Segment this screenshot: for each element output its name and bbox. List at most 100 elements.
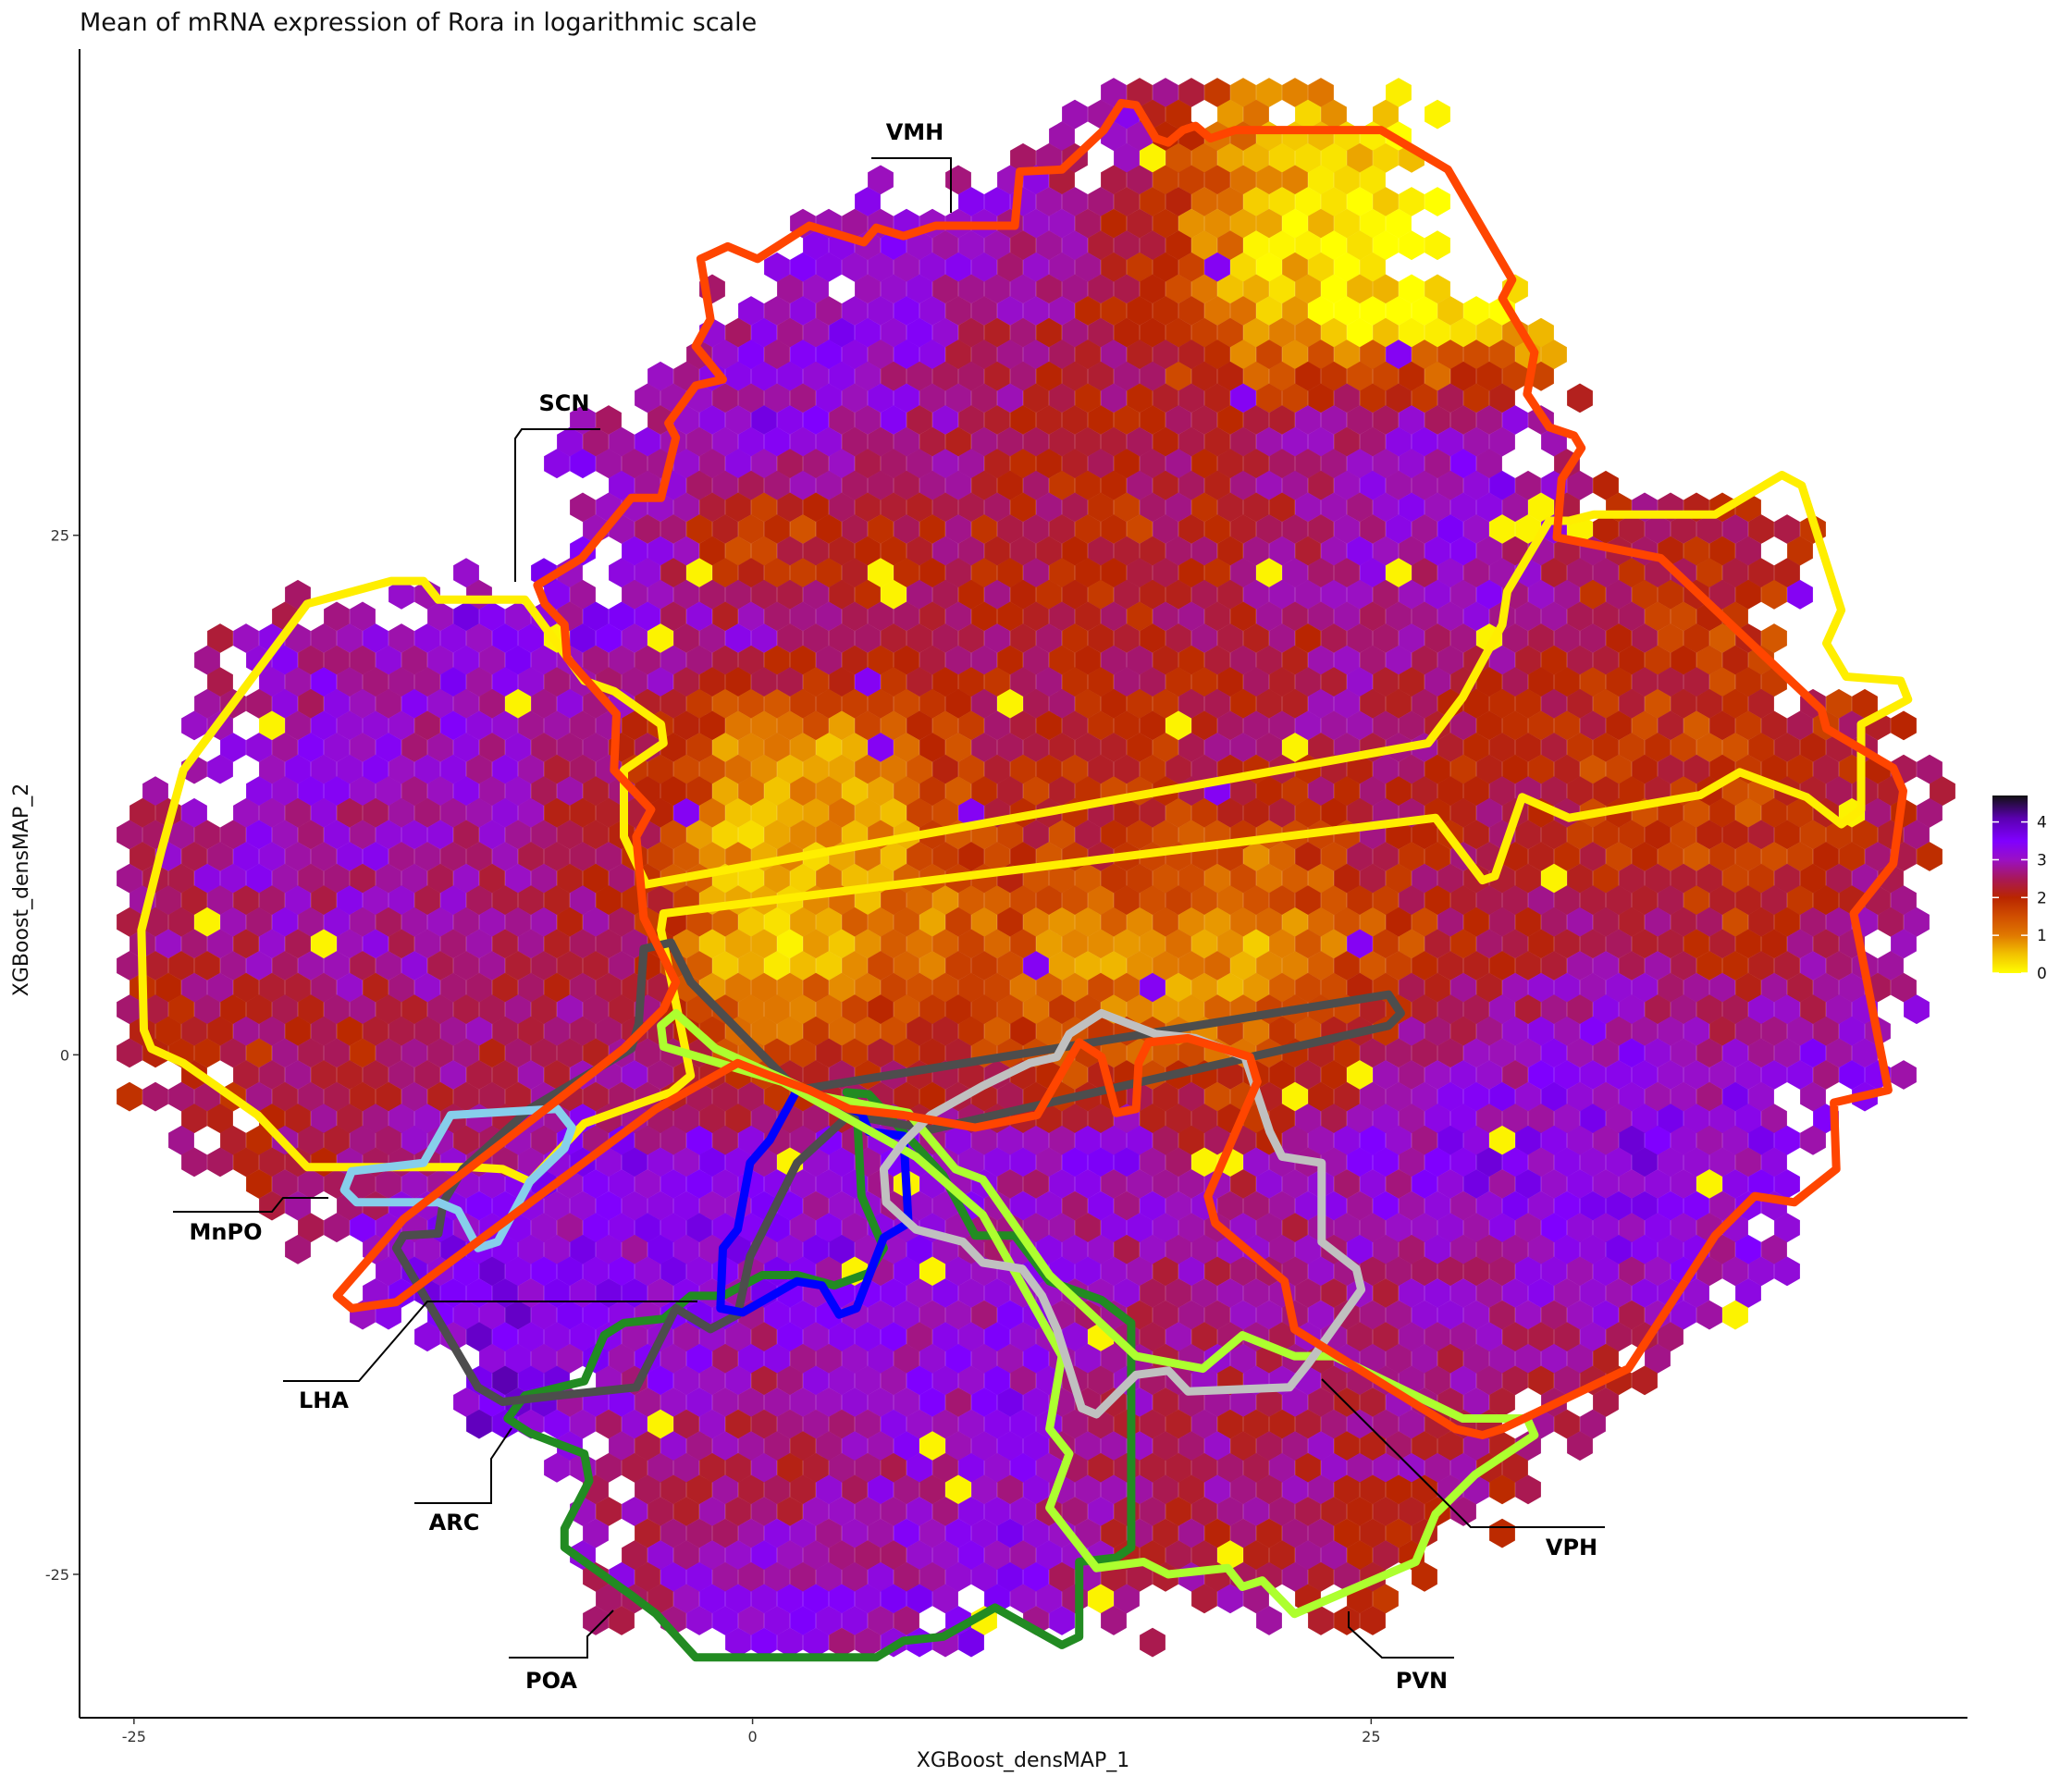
hex-bin	[1671, 733, 1696, 762]
hex-bin	[298, 951, 324, 980]
hex-bin	[945, 776, 971, 807]
hex-bin	[1036, 274, 1062, 304]
hex-bin	[660, 1388, 686, 1417]
hex-bin	[1114, 1147, 1140, 1178]
hex-bin	[259, 842, 285, 871]
hex-bin	[1580, 972, 1606, 1003]
hex-bin	[842, 951, 868, 980]
hex-bin	[1645, 1343, 1671, 1374]
hex-bin	[479, 1300, 505, 1330]
hex-bin	[1153, 470, 1178, 500]
hex-bin	[1787, 885, 1813, 916]
hex-bin	[1386, 601, 1412, 632]
hex-bin	[1360, 1038, 1386, 1068]
hex-bin	[1036, 754, 1062, 784]
hex-bin	[1541, 733, 1567, 762]
hex-bin	[518, 972, 544, 1003]
hex-bin	[1334, 645, 1360, 675]
hex-bin	[117, 906, 142, 937]
hex-bin	[1450, 1278, 1476, 1308]
hex-bin	[1567, 1038, 1593, 1068]
hex-bin	[1580, 885, 1606, 916]
hex-bin	[764, 1606, 790, 1635]
hex-bin	[635, 1388, 660, 1417]
hex-bin	[1567, 951, 1593, 980]
hex-bin	[505, 776, 531, 807]
hex-bin	[1373, 1497, 1399, 1526]
hex-bin	[1826, 1038, 1852, 1068]
hex-bin	[1308, 339, 1334, 370]
hex-bin	[1722, 688, 1748, 719]
hex-bin	[958, 1060, 984, 1090]
hex-bin	[285, 797, 311, 828]
hex-bin	[842, 470, 868, 500]
hex-bin	[868, 165, 894, 195]
hex-bin	[984, 187, 1010, 216]
hex-bin	[1243, 142, 1269, 173]
hex-bin	[1489, 1213, 1515, 1243]
hex-bin	[1295, 405, 1321, 435]
hex-bin	[1593, 1300, 1619, 1330]
hex-bin	[881, 1540, 906, 1571]
hex-bin	[1373, 142, 1399, 173]
hex-bin	[648, 1452, 673, 1483]
hex-bin	[1101, 165, 1127, 195]
hex-bin	[868, 383, 894, 413]
hex-bin	[1684, 1016, 1709, 1046]
hex-bin	[1450, 1060, 1476, 1090]
hex-bin	[1166, 797, 1191, 828]
hex-bin	[363, 929, 388, 959]
hex-bin	[1114, 623, 1140, 653]
hex-bin	[1709, 885, 1735, 916]
hex-bin	[440, 623, 466, 653]
hex-bin	[298, 688, 324, 719]
hex-bin	[298, 1213, 324, 1243]
hex-bin	[1334, 296, 1360, 326]
hex-bin	[660, 688, 686, 719]
hex-bin	[1010, 1409, 1036, 1439]
hex-bin	[1645, 1256, 1671, 1287]
hex-bin	[388, 929, 414, 959]
hex-bin	[1502, 1452, 1528, 1483]
hex-bin	[1062, 1104, 1088, 1134]
hex-bin	[1010, 1365, 1036, 1396]
hex-bin	[1282, 1256, 1308, 1287]
hex-bin	[1489, 994, 1515, 1025]
hex-bin	[738, 1431, 764, 1462]
hex-bin	[1243, 1016, 1269, 1046]
hex-bin	[1178, 1081, 1204, 1112]
hex-bin	[1321, 1452, 1347, 1483]
hex-bin	[842, 1474, 868, 1505]
hex-bin	[738, 1606, 764, 1635]
hex-bin	[1399, 929, 1424, 959]
hex-bin	[622, 1234, 648, 1264]
hex-bin	[997, 906, 1023, 937]
hex-bin	[544, 754, 570, 784]
hex-bin	[1826, 994, 1852, 1025]
hex-bin	[1036, 579, 1062, 610]
hex-bin	[816, 1213, 842, 1243]
hex-bin	[1761, 797, 1787, 828]
hex-bin	[1645, 994, 1671, 1025]
hex-bin	[1450, 929, 1476, 959]
hex-bin	[660, 776, 686, 807]
hex-bin	[1761, 885, 1787, 916]
hex-bin	[1191, 1147, 1217, 1178]
hex-bin	[1140, 885, 1166, 916]
hex-bin	[1476, 492, 1502, 523]
hex-bin	[777, 623, 803, 653]
hex-bin	[1230, 1169, 1256, 1199]
hex-bin	[1696, 906, 1722, 937]
hex-bin	[712, 820, 738, 850]
hex-bin	[751, 492, 777, 523]
hex-bin	[1580, 1190, 1606, 1221]
hex-bin	[1114, 1278, 1140, 1308]
hex-bin	[1645, 733, 1671, 762]
hex-bin	[1593, 514, 1619, 544]
hex-bin	[764, 1081, 790, 1112]
hex-bin	[1412, 601, 1437, 632]
hex-bin	[1308, 426, 1334, 457]
hex-bin	[1256, 1518, 1282, 1548]
hex-bin	[958, 230, 984, 261]
hex-bin	[1230, 601, 1256, 632]
